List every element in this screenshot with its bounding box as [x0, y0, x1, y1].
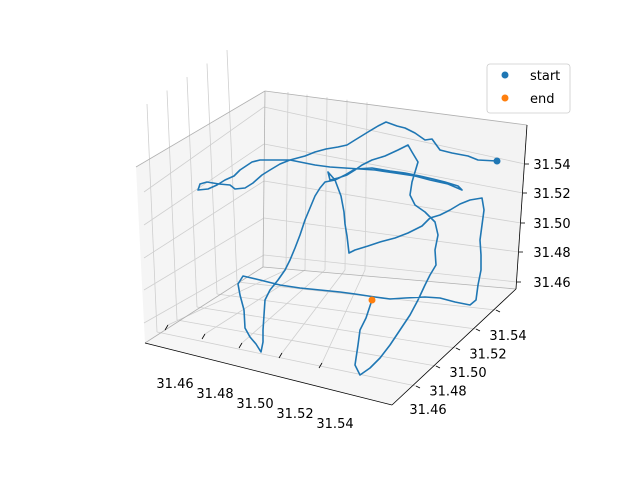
y-tick-label: 31.52 — [469, 348, 506, 363]
z-tick-label: 31.54 — [533, 158, 570, 173]
legend-start-marker — [501, 71, 509, 79]
grid-z-left — [143, 106, 265, 193]
x-axis-line — [144, 342, 393, 406]
grid-z-back — [263, 180, 522, 224]
grid-z-back — [263, 254, 518, 283]
x-tick — [238, 342, 243, 349]
y-tick — [495, 309, 501, 313]
grid-x-back — [304, 94, 308, 271]
grid-x-floor — [241, 269, 326, 344]
y-tick-label: 31.54 — [489, 329, 526, 344]
z-tick-label: 31.50 — [533, 217, 570, 232]
x-tick-label: 31.52 — [276, 407, 313, 422]
z-axis-line — [515, 124, 528, 290]
start-marker — [493, 157, 501, 165]
series-line — [197, 121, 498, 376]
legend-end-marker — [501, 94, 509, 102]
pane-back — [263, 91, 527, 289]
z-tick-label: 31.52 — [533, 187, 570, 202]
y-tick-label: 31.48 — [429, 385, 466, 400]
y-tick — [415, 385, 421, 389]
grid-y-floor — [196, 306, 457, 349]
grid-lines — [143, 49, 526, 387]
grid-z-back — [263, 106, 526, 165]
axis-lines — [144, 124, 528, 406]
grid-z-left — [143, 143, 265, 226]
end-marker — [368, 296, 376, 304]
pane-left — [136, 91, 265, 343]
x-tick-label: 31.50 — [236, 397, 273, 412]
grid-z-left — [143, 180, 265, 259]
x-tick — [201, 333, 206, 340]
pane-edges — [135, 90, 528, 344]
grid-z-left — [143, 254, 265, 324]
grid-x-back — [285, 91, 289, 271]
grid-x-back — [344, 99, 348, 271]
grid-y-floor — [216, 293, 477, 330]
grid-z-back — [263, 143, 524, 194]
y-tick-label: 31.50 — [449, 366, 486, 381]
grid-z-left — [143, 217, 265, 291]
x-tick-label: 31.46 — [156, 377, 193, 392]
legend-end-label: end — [530, 92, 555, 107]
grid-y-floor — [176, 319, 437, 367]
grid-y-left — [186, 76, 198, 308]
grid-x-floor — [204, 269, 306, 335]
grid-x-back — [364, 102, 368, 271]
x-tick-label: 31.54 — [316, 417, 353, 432]
grid-y-floor — [156, 331, 417, 387]
x-tick — [318, 362, 323, 369]
grid-y-left — [146, 103, 158, 333]
grid-z-back — [263, 217, 520, 253]
x-tick — [164, 324, 169, 331]
y-tick — [455, 347, 461, 351]
x-tick-label: 31.48 — [196, 387, 233, 402]
z-tick-label: 31.48 — [533, 246, 570, 261]
y-tick — [475, 328, 481, 332]
legend: start end — [486, 63, 571, 114]
grid-x-back — [324, 97, 328, 271]
pane-floor — [145, 267, 516, 405]
grid-x-floor — [321, 269, 366, 364]
y-tick-label: 31.46 — [409, 403, 446, 418]
grid-x-floor — [281, 269, 346, 354]
z-tick-label: 31.46 — [533, 276, 570, 291]
axis-ticks: 31.4631.4831.5031.5231.5431.4631.4831.50… — [156, 158, 570, 432]
grid-y-left — [166, 90, 178, 321]
y-axis-line — [391, 288, 517, 406]
x-tick — [278, 352, 283, 359]
markers — [368, 157, 501, 304]
y-tick — [435, 365, 441, 369]
legend-start-label: start — [530, 69, 560, 84]
